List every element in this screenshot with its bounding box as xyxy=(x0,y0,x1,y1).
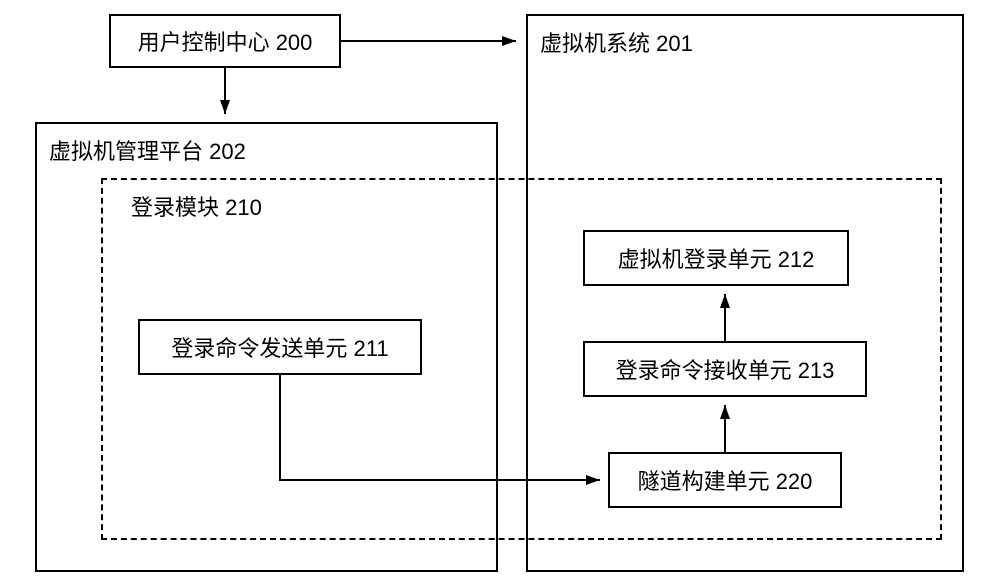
node-vm-system-label: 虚拟机系统 201 xyxy=(540,26,693,58)
node-login-cmd-send: 登录命令发送单元 211 xyxy=(138,319,422,375)
node-login-cmd-send-label: 登录命令发送单元 211 xyxy=(171,331,388,363)
node-vm-login-unit-label: 虚拟机登录单元 212 xyxy=(618,242,815,274)
node-login-cmd-recv-label: 登录命令接收单元 213 xyxy=(616,353,835,385)
node-tunnel-build-label: 隧道构建单元 220 xyxy=(638,464,813,496)
node-login-module-label: 登录模块 210 xyxy=(131,190,262,222)
diagram-canvas: 虚拟机系统 201 虚拟机管理平台 202 登录模块 210 用户控制中心 20… xyxy=(0,0,1000,586)
node-tunnel-build: 隧道构建单元 220 xyxy=(608,452,842,508)
node-vm-login-unit: 虚拟机登录单元 212 xyxy=(583,230,849,286)
node-user-control-center-label: 用户控制中心 200 xyxy=(138,25,313,57)
node-vm-platform-label: 虚拟机管理平台 202 xyxy=(49,134,246,166)
node-login-cmd-recv: 登录命令接收单元 213 xyxy=(583,341,867,397)
node-user-control-center: 用户控制中心 200 xyxy=(109,14,341,68)
